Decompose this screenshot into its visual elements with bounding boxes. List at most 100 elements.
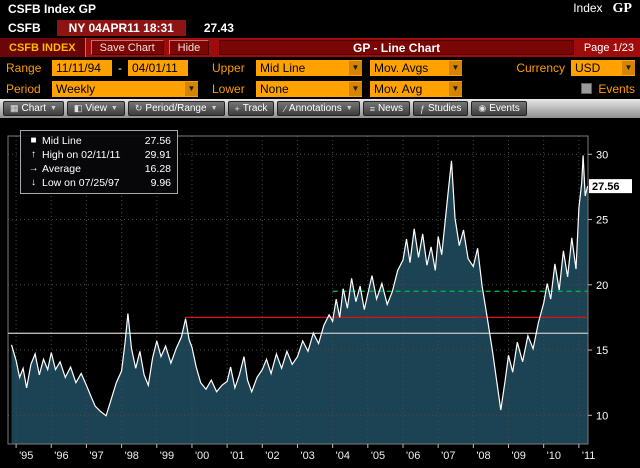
period-label: Period xyxy=(6,81,41,96)
function-bar: CSFB INDEX Save Chart Hide GP - Line Cha… xyxy=(0,38,640,57)
range-start-input[interactable]: 11/11/94 xyxy=(52,59,112,76)
average-marker-icon: → xyxy=(28,163,39,174)
price-line xyxy=(10,155,589,417)
dropdown-arrow-icon[interactable]: ▼ xyxy=(349,81,362,96)
dropdown-arrow-icon[interactable]: ▼ xyxy=(349,60,362,75)
lower-label: Lower xyxy=(212,81,245,96)
legend-average-row: → Average 16.28 xyxy=(27,162,172,176)
currency-select[interactable]: USD ▼ xyxy=(571,59,635,76)
upper-select[interactable]: Mid Line ▼ xyxy=(256,59,362,76)
y-axis-label: 10 xyxy=(596,410,608,422)
chart-area[interactable]: ■ Mid Line 27.56 ↑ High on 02/11/11 29.9… xyxy=(0,118,640,468)
title-index-label: Index xyxy=(573,1,603,15)
plot-frame xyxy=(7,135,589,445)
chart-button-label: Chart xyxy=(21,103,46,114)
chevron-down-icon[interactable]: ▼ xyxy=(345,105,353,112)
dropdown-arrow-icon[interactable]: ▼ xyxy=(449,81,462,96)
y-axis-label: 25 xyxy=(596,215,608,227)
hide-button[interactable]: Hide xyxy=(168,40,210,55)
track-button[interactable]: + Track xyxy=(227,101,275,116)
page-indicator: Page 1/23 xyxy=(583,41,634,54)
x-axis-label: '96 xyxy=(54,450,68,462)
price-chart[interactable]: 10 15 20 25 30 '95 '96 '97 '98 '99 '00 '01 '02 '03 '04… xyxy=(0,118,640,468)
legend-average-label: Average xyxy=(42,163,81,175)
lower-select[interactable]: None ▼ xyxy=(256,80,362,97)
studies-button[interactable]: ƒ Studies xyxy=(412,101,469,116)
low-marker-icon: ↓ xyxy=(31,177,36,188)
range-dash: - xyxy=(118,60,122,75)
events-checkbox[interactable] xyxy=(581,83,593,94)
dropdown-arrow-icon[interactable]: ▼ xyxy=(449,60,462,75)
x-axis-label: '07 xyxy=(441,450,455,462)
title-bar: CSFB Index GP Index GP xyxy=(0,0,640,18)
page-title: GP - Line Chart xyxy=(219,40,574,55)
tab-csfb-index[interactable]: CSFB INDEX xyxy=(0,38,86,57)
currency-label: Currency xyxy=(516,60,565,75)
control-row-lower: Period Weekly ▼ Lower None ▼ Mov. Avg ▼ … xyxy=(0,78,640,99)
mov-avgs-select-value: Mov. Avgs xyxy=(374,60,429,75)
track-icon: + xyxy=(234,103,240,114)
news-button-label: News xyxy=(377,103,403,114)
mid-line-marker-icon: ■ xyxy=(30,135,37,146)
chevron-down-icon[interactable]: ▼ xyxy=(49,105,57,112)
x-axis-label: '01 xyxy=(230,450,244,462)
x-axis-label: '05 xyxy=(371,450,385,462)
legend-mid-line-row: ■ Mid Line 27.56 xyxy=(27,134,171,148)
dropdown-arrow-icon[interactable]: ▼ xyxy=(622,60,635,75)
annotations-button[interactable]: ∕ Annotations ▼ xyxy=(277,101,360,116)
legend-mid-line-label: Mid Line xyxy=(42,135,82,147)
x-axis-label: '02 xyxy=(265,450,279,462)
save-chart-button[interactable]: Save Chart xyxy=(90,40,164,55)
upper-label: Upper xyxy=(212,60,245,75)
news-icon: ≡ xyxy=(369,103,375,114)
session-badge: NY 04APR11 18:31 xyxy=(56,20,186,36)
period-range-button[interactable]: ↻ Period/Range ▼ xyxy=(127,101,225,116)
events-icon: ◉ xyxy=(478,103,487,113)
annotations-button-label: Annotations xyxy=(288,103,342,114)
period-range-icon: ↻ xyxy=(134,103,143,113)
x-axis-label: '10 xyxy=(547,450,561,462)
x-axis-label: '98 xyxy=(125,450,139,462)
chevron-down-icon[interactable]: ▼ xyxy=(210,105,218,112)
high-marker-icon: ↑ xyxy=(31,149,36,160)
legend-mid-line-value: 27.56 xyxy=(144,135,171,147)
events-button[interactable]: ◉ Events xyxy=(471,101,527,116)
x-axis-label: '09 xyxy=(512,450,526,462)
x-axis-label: '99 xyxy=(160,450,174,462)
x-axis-label: '97 xyxy=(89,450,103,462)
chart-toolbar: ▦ Chart ▼ ◧ View ▼ ↻ Period/Range ▼ + Track ∕ Annota… xyxy=(0,99,640,118)
dropdown-arrow-icon[interactable]: ▼ xyxy=(185,81,198,96)
x-axis-label: '03 xyxy=(300,450,314,462)
legend-high-row: ↑ High on 02/11/11 29.91 xyxy=(27,148,171,162)
y-axis-label: 15 xyxy=(596,345,608,357)
news-button[interactable]: ≡ News xyxy=(362,101,410,116)
y-axis-label: 20 xyxy=(596,280,608,292)
upper-select-value: Mid Line xyxy=(260,60,306,75)
view-button[interactable]: ◧ View ▼ xyxy=(66,101,125,116)
events-label: Events xyxy=(598,81,635,96)
chart-button[interactable]: ▦ Chart ▼ xyxy=(3,101,64,116)
period-range-button-label: Period/Range xyxy=(145,103,207,114)
track-button-label: Track xyxy=(242,103,268,114)
range-label: Range xyxy=(6,60,42,75)
period-select[interactable]: Weekly ▼ xyxy=(52,80,198,97)
lower-select-value: None xyxy=(260,81,289,96)
price-area-fill xyxy=(11,155,588,444)
y-axis-label: 30 xyxy=(596,149,608,161)
annotations-icon: ∕ xyxy=(284,103,286,114)
last-price-marker-value: 27.56 xyxy=(592,181,620,193)
mov-avgs-select[interactable]: Mov. Avgs ▼ xyxy=(370,59,462,76)
chevron-down-icon[interactable]: ▼ xyxy=(110,105,118,112)
legend-low-label: Low on 07/25/97 xyxy=(42,177,120,189)
range-end-input[interactable]: 04/01/11 xyxy=(128,59,188,76)
legend-high-label: High on 02/11/11 xyxy=(42,149,121,161)
x-axis-label: '08 xyxy=(476,450,490,462)
chart-legend: ■ Mid Line 27.56 ↑ High on 02/11/11 29.9… xyxy=(20,130,178,194)
mov-avg-select[interactable]: Mov. Avg ▼ xyxy=(370,80,462,97)
title-left: CSFB Index GP xyxy=(8,2,97,16)
title-gp-label: GP xyxy=(612,1,632,16)
x-axis-label: '11 xyxy=(582,450,596,462)
mov-avg-select-value: Mov. Avg xyxy=(374,81,423,96)
currency-select-value: USD xyxy=(575,60,601,75)
legend-low-value: 9.96 xyxy=(150,177,171,189)
